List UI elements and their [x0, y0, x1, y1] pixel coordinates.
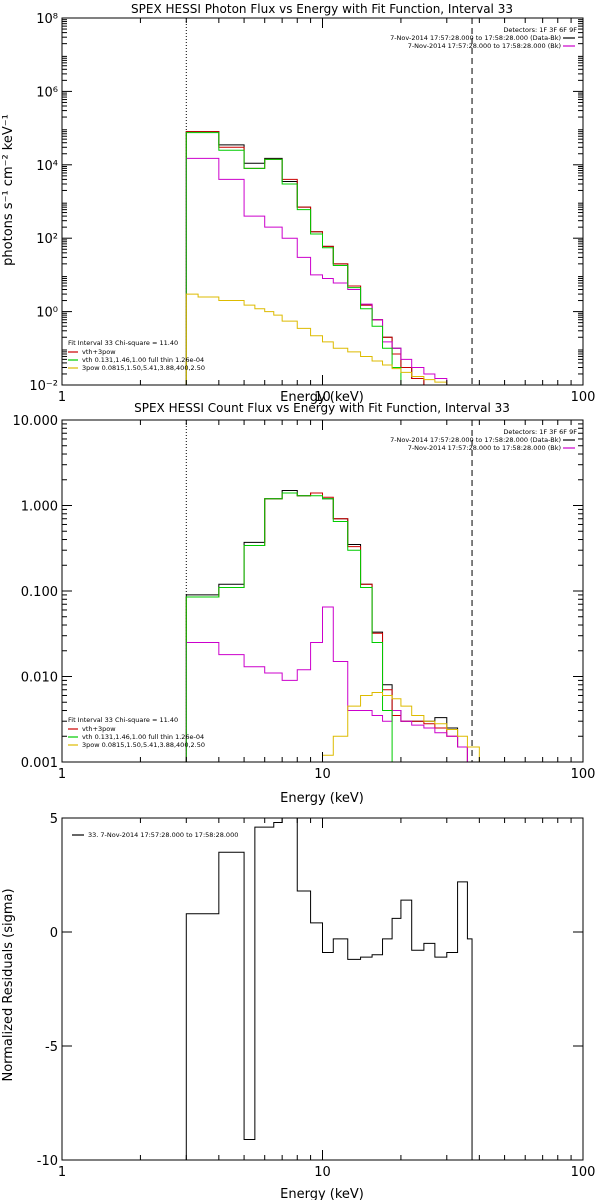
y-axis-label: Normalized Residuals (sigma) — [1, 888, 16, 1081]
plot-frame — [61, 817, 584, 1161]
legend-entry-label: vth 0.131,1.46,1.00 full thin 1.26e-04 — [82, 356, 204, 364]
x-tick-label: 10 — [314, 390, 331, 405]
x-axis-label: Energy (keV) — [280, 1187, 364, 1200]
legend-entry-label: 7-Nov-2014 17:57:28.000 to 17:58:28.000 … — [390, 436, 561, 444]
series-vth-3pow-line — [185, 492, 468, 762]
panel-residuals: Energy (keV) Normalized Residuals (sigma… — [1, 812, 595, 1200]
legend-entry-label: vth+3pow — [82, 348, 116, 356]
y-tick-label: 0.001 — [21, 756, 58, 771]
series-vth-line — [185, 132, 468, 385]
y-tick-label: 10⁴ — [36, 159, 58, 174]
series-residuals-line — [185, 818, 473, 1160]
series-data-bk-line — [185, 489, 468, 762]
data-layer — [185, 131, 468, 385]
plot-frame — [61, 17, 584, 386]
y-tick-label: 5 — [50, 812, 58, 827]
y-tick-label: 10⁰ — [36, 306, 58, 321]
plot-area: 1 10 100 -10 -5 0 5 33. 7-Nov-2014 17:57:28.000… — [37, 812, 596, 1180]
plot-area: 1 10 100 10⁻² 10⁰ 10² 10⁴ 10⁶ 10⁸ Detectors: 1F 3… — [29, 12, 595, 405]
data-layer — [185, 489, 494, 762]
legend-entry-label: 3pow 0.0815,1.50,5.41,3.88,400,2.50 — [82, 741, 205, 749]
legend-header: Detectors: 1F 3F 6F 9F — [503, 428, 577, 436]
y-tick-label: 10⁻² — [29, 379, 58, 394]
panel-count-flux: SPEX HESSI Count Flux vs Energy with Fit… — [13, 401, 596, 806]
series-bk-line — [185, 157, 459, 385]
legend-entry-label: 33. 7-Nov-2014 17:57:28.000 to 17:58:28.… — [88, 831, 238, 839]
x-tick-label: 1 — [58, 767, 66, 782]
data-layer — [185, 818, 473, 1160]
x-axis-label: Energy (keV) — [280, 390, 364, 405]
x-tick-label: 100 — [571, 1165, 596, 1180]
x-tick-label: 1 — [58, 390, 66, 405]
panel-photon-flux: SPEX HESSI Photon Flux vs Energy with Fi… — [1, 2, 595, 405]
plot-area: 1 10 100 0.001 0.010 0.100 1.000 10.000 Detector… — [13, 414, 596, 782]
series-bk-line — [185, 606, 468, 762]
series-data-bk-line — [185, 131, 436, 385]
panel-title: SPEX HESSI Photon Flux vs Energy with Fi… — [131, 2, 513, 16]
x-tick-label: 1 — [58, 1165, 66, 1180]
legend-entry-label: 7-Nov-2014 17:57:28.000 to 17:58:28.000 … — [390, 34, 561, 42]
y-tick-label: 10⁸ — [36, 12, 58, 27]
y-tick-label: 10² — [36, 232, 58, 247]
y-tick-label: 1.000 — [21, 500, 58, 515]
panel-title: SPEX HESSI Count Flux vs Energy with Fit… — [134, 401, 510, 415]
series-3pow-line — [322, 691, 494, 762]
x-tick-label: 100 — [571, 390, 596, 405]
series-vth-line — [185, 492, 468, 762]
legend-entry-label: 7-Nov-2014 17:57:28.000 to 17:58:28.000 … — [408, 42, 561, 50]
y-tick-label: -5 — [45, 1040, 58, 1055]
series-3pow-line — [185, 293, 459, 385]
legend-entry-label: vth+3pow — [82, 725, 116, 733]
y-tick-label: 0.100 — [21, 585, 58, 600]
legend-header: Fit Interval 33 Chi-square = 11.40 — [68, 716, 178, 724]
legend-header: Detectors: 1F 3F 6F 9F — [503, 26, 577, 34]
y-tick-label: 0.010 — [21, 671, 58, 686]
y-tick-label: 10.000 — [13, 414, 59, 429]
plot-frame — [61, 419, 584, 763]
y-tick-label: -10 — [37, 1154, 58, 1169]
x-tick-label: 100 — [571, 767, 596, 782]
y-tick-label: 10⁶ — [36, 85, 58, 100]
series-vth-3pow-line — [185, 131, 436, 385]
x-axis-label: Energy (keV) — [280, 791, 364, 806]
legend-entry-label: 7-Nov-2014 17:57:28.000 to 17:58:28.000 … — [408, 444, 561, 452]
legend-header: Fit Interval 33 Chi-square = 11.40 — [68, 339, 178, 347]
y-tick-label: 0 — [50, 926, 58, 941]
legend-entry-label: vth 0.131,1.46,1.00 full thin 1.26e-04 — [82, 733, 204, 741]
legend-entry-label: 3pow 0.0815,1.50,5.41,3.88,400,2.50 — [82, 364, 205, 372]
x-tick-label: 10 — [314, 1165, 331, 1180]
y-axis-label: photons s⁻¹ cm⁻² keV⁻¹ — [1, 114, 16, 266]
x-tick-label: 10 — [314, 767, 331, 782]
